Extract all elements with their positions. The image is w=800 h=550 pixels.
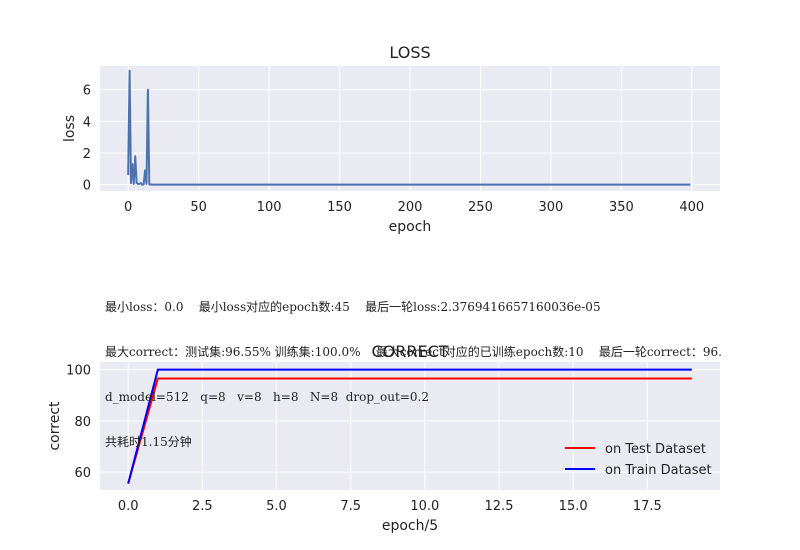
loss-summary-line: 最小loss：0.0 最小loss对应的epoch数:45 最后一轮loss:2… [105,300,601,314]
x-tick-label: 0.0 [118,499,139,514]
series-line-0 [127,69,691,186]
x-tick-label: 300 [538,200,563,215]
correct-chart: 0.0 2.5 5.0 7.5 10.0 12.5 15.0 17.5 60 80 100 CORRE… [47,342,720,534]
y-tick-label: 4 [83,115,91,130]
legend-label: on Test Dataset [605,442,706,457]
hyperparameters-line: d_model=512 q=8 v=8 h=8 N=8 drop_out=0.2 [105,390,429,404]
y-tick-label: 0 [83,179,91,194]
correct-summary-line: 最大correct：测试集:96.55% 训练集:100.0% 最大correc… [105,345,722,359]
series-line-0 [127,377,692,484]
x-tick-label: 17.5 [633,499,662,514]
training-summary: 最小loss：0.0 最小loss对应的epoch数:45 最后一轮loss:2… [105,270,800,465]
elapsed-time-line: 共耗时1.15分钟 [105,435,192,449]
x-tick-label: 12.5 [485,499,514,514]
loss-chart: 0 50 100 150 200 250 300 350 400 0 2 4 6 LOSS epoch los… [62,43,720,235]
x-axis-label: epoch/5 [382,518,438,534]
chart-title: LOSS [389,43,430,62]
y-axis-label: correct [47,401,63,451]
x-tick-label: 10.0 [410,499,439,514]
x-tick-label: 50 [190,200,207,215]
y-tick-label: 80 [74,415,91,430]
x-tick-label: 350 [609,200,634,215]
x-tick-label: 7.5 [340,499,361,514]
x-tick-label: 0 [124,200,132,215]
series-line-1 [127,368,692,484]
x-tick-label: 15.0 [559,499,588,514]
x-tick-label: 200 [398,200,423,215]
y-tick-label: 2 [83,147,91,162]
x-tick-label: 150 [327,200,352,215]
y-tick-label: 100 [66,364,91,379]
y-axis-label: loss [62,115,78,142]
plot-area [100,362,720,490]
y-tick-label: 6 [83,84,91,99]
x-axis-label: epoch [389,219,432,235]
y-tick-label: 60 [74,466,91,481]
x-tick-label: 250 [468,200,493,215]
x-tick-label: 100 [257,200,282,215]
x-tick-label: 2.5 [192,499,213,514]
chart-title: CORRECT [371,342,448,361]
legend-label: on Train Dataset [605,463,712,478]
x-tick-label: 400 [679,200,704,215]
x-tick-label: 5.0 [266,499,287,514]
